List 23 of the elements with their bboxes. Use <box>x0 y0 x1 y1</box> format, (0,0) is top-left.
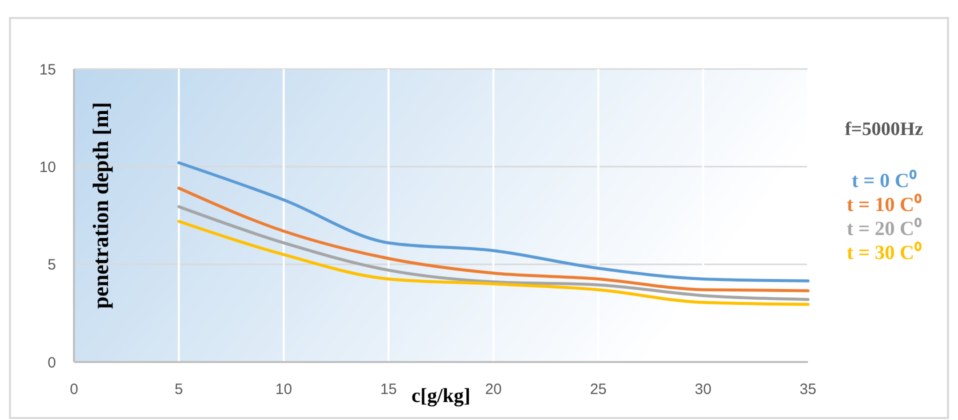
x-tick-label: 0 <box>70 381 78 398</box>
y-tick-label: 5 <box>48 256 56 274</box>
y-tick-label: 15 <box>39 61 56 78</box>
x-tick-label: 15 <box>380 381 397 398</box>
x-tick-label: 10 <box>275 381 292 398</box>
x-tick-label: 30 <box>694 381 712 398</box>
line-series <box>177 220 810 306</box>
text: f=5000Hz <box>844 119 924 140</box>
y-tick-label: 10 <box>39 158 56 176</box>
x-tick-label: 25 <box>590 381 607 398</box>
text: t = 10 C⁰ <box>846 193 922 216</box>
x-tick-label: 20 <box>485 381 502 398</box>
text: t = 0 C⁰ <box>852 169 916 192</box>
x-tick-label: 5 <box>174 381 184 398</box>
x-axis-title: c[g/kg] <box>412 385 470 407</box>
text: t = 30 C⁰ <box>846 241 922 264</box>
y-tick-label: 0 <box>48 354 56 372</box>
line-series <box>177 161 810 282</box>
y-axis-title: penetration depth [m] <box>88 102 113 309</box>
line-series <box>177 205 810 301</box>
x-tick-label: 35 <box>800 381 816 398</box>
text: t = 20 C⁰ <box>846 217 922 240</box>
line-series <box>177 186 810 292</box>
